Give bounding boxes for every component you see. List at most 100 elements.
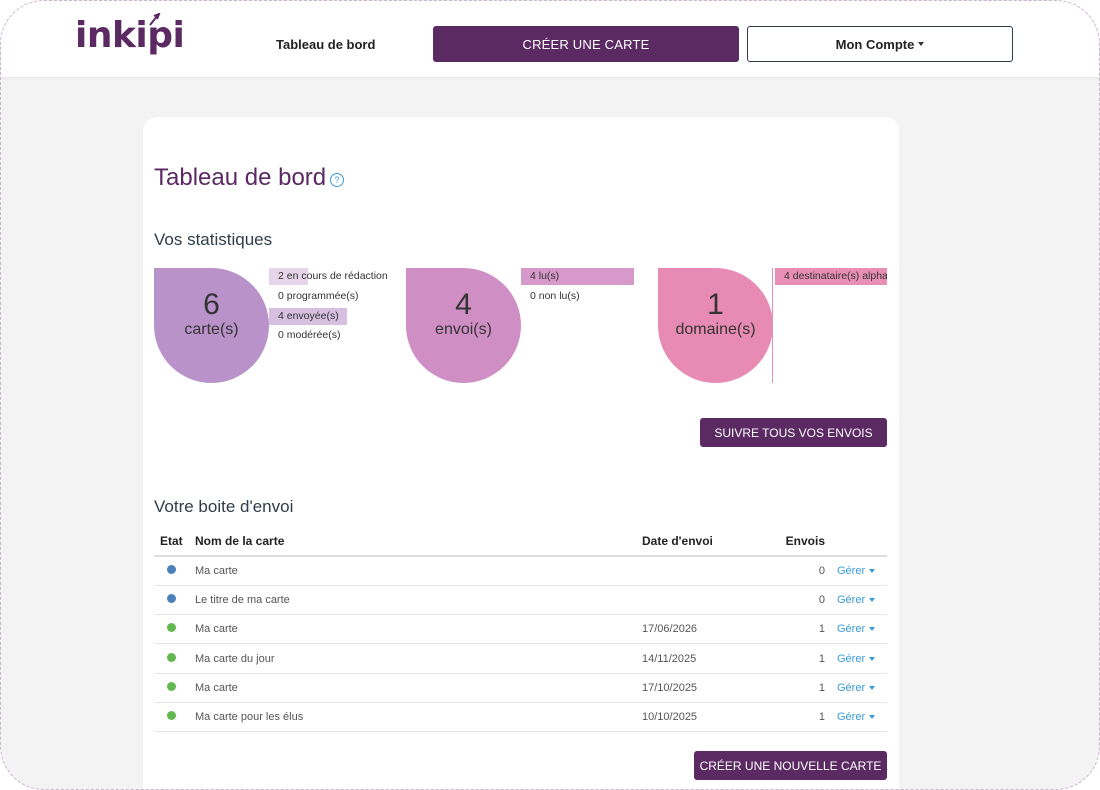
- state-cell: [154, 643, 189, 674]
- stat-domains-divider: [772, 268, 773, 383]
- page-title: Tableau de bord: [154, 164, 327, 191]
- legend-bar: [775, 268, 887, 285]
- top-navbar: inkipi Tableau de bord CRÉER UNE CARTE M…: [1, 1, 1099, 77]
- sends-count-cell: 0: [756, 585, 831, 616]
- card-name-cell[interactable]: Ma carte: [189, 614, 636, 645]
- send-date-cell: 17/10/2025: [636, 673, 756, 703]
- actions-cell: Gérer: [831, 702, 887, 733]
- chevron-down-icon: [869, 656, 876, 661]
- status-dot-icon: [167, 681, 176, 691]
- table-row[interactable]: Ma carte du jour 14/11/2025 1 Gérer: [154, 643, 887, 674]
- table-row[interactable]: Le titre de ma carte 0 Gérer: [154, 585, 887, 616]
- legend-moderated: 0 modérée(s): [278, 329, 341, 341]
- column-header-sends: Envois: [756, 526, 831, 557]
- manage-label: Gérer: [837, 652, 866, 665]
- legend-bar: [269, 308, 347, 325]
- state-cell: [154, 614, 189, 645]
- chevron-down-icon: [918, 42, 925, 46]
- account-menu-button[interactable]: Mon Compte: [747, 26, 1013, 62]
- send-date-cell: [636, 556, 756, 586]
- sends-count-cell: 1: [756, 702, 831, 733]
- state-cell: [154, 673, 189, 703]
- nav-dashboard-link[interactable]: Tableau de bord: [276, 37, 376, 52]
- stat-cards-number: 6: [203, 288, 220, 321]
- account-menu-label: Mon Compte: [835, 36, 915, 52]
- manage-dropdown[interactable]: Gérer: [837, 564, 876, 577]
- follow-all-sends-button[interactable]: SUIVRE TOUS VOS ENVOIS: [700, 418, 887, 447]
- manage-dropdown[interactable]: Gérer: [837, 711, 876, 724]
- manage-label: Gérer: [837, 623, 866, 636]
- stat-domains-number: 1: [707, 288, 724, 321]
- table-row[interactable]: Ma carte 17/10/2025 1 Gérer: [154, 673, 887, 703]
- legend-read: 4 lu(s): [521, 268, 634, 285]
- create-new-card-button[interactable]: CRÉER UNE NOUVELLE CARTE: [694, 751, 887, 780]
- actions-cell: Gérer: [831, 556, 887, 586]
- legend-bar: [521, 268, 634, 285]
- status-dot-icon: [167, 593, 176, 603]
- column-header-state: Etat: [154, 526, 189, 557]
- send-date-cell: 10/10/2025: [636, 702, 756, 733]
- column-header-actions: [831, 526, 887, 557]
- card-name-cell[interactable]: Ma carte: [189, 673, 636, 703]
- chevron-down-icon: [869, 685, 876, 690]
- sends-count-cell: 1: [756, 614, 831, 645]
- card-name-cell[interactable]: Ma carte: [189, 556, 636, 586]
- sends-count-cell: 0: [756, 556, 831, 586]
- logo-accent-icon: [149, 13, 161, 26]
- actions-cell: Gérer: [831, 673, 887, 703]
- manage-label: Gérer: [837, 564, 866, 577]
- outbox-table: Etat Nom de la carte Date d'envoi Envois…: [154, 526, 887, 733]
- table-row[interactable]: Ma carte pour les élus 10/10/2025 1 Gérer: [154, 702, 887, 733]
- outbox-title: Votre boite d'envoi: [154, 497, 294, 516]
- send-date-cell: [636, 585, 756, 616]
- legend-sent: 4 envoyée(s): [269, 308, 347, 325]
- status-dot-icon: [167, 564, 176, 574]
- manage-dropdown[interactable]: Gérer: [837, 593, 876, 606]
- chevron-down-icon: [869, 598, 876, 603]
- manage-dropdown[interactable]: Gérer: [837, 652, 876, 665]
- legend-recipients: 4 destinataire(s) alphan: [775, 268, 887, 285]
- table-row[interactable]: Ma carte 0 Gérer: [154, 556, 887, 586]
- card-name-cell[interactable]: Ma carte du jour: [189, 643, 636, 674]
- dashboard-card: Tableau de bord ? Vos statistiques 6 car…: [143, 117, 899, 789]
- actions-cell: Gérer: [831, 585, 887, 616]
- column-header-date: Date d'envoi: [636, 526, 756, 557]
- legend-scheduled: 0 programmée(s): [278, 290, 359, 302]
- help-icon[interactable]: ?: [330, 173, 344, 187]
- legend-unread: 0 non lu(s): [530, 290, 580, 302]
- actions-cell: Gérer: [831, 643, 887, 674]
- create-card-button[interactable]: CRÉER UNE CARTE: [433, 26, 739, 62]
- card-name-cell[interactable]: Ma carte pour les élus: [189, 702, 636, 733]
- send-date-cell: 17/06/2026: [636, 614, 756, 645]
- chevron-down-icon: [869, 627, 876, 632]
- chevron-down-icon: [869, 568, 876, 573]
- status-dot-icon: [167, 711, 176, 721]
- stat-sends-circle: 4 envoi(s): [406, 268, 521, 383]
- stat-domains-unit: domaine(s): [675, 321, 756, 338]
- legend-drafting: 2 en cours de rédaction: [269, 268, 388, 285]
- stat-domains-circle: 1 domaine(s): [658, 268, 773, 383]
- stat-cards-circle: 6 carte(s): [154, 268, 269, 383]
- stat-sends-unit: envoi(s): [435, 321, 492, 338]
- sends-count-cell: 1: [756, 673, 831, 703]
- actions-cell: Gérer: [831, 614, 887, 645]
- manage-label: Gérer: [837, 681, 866, 694]
- chevron-down-icon: [869, 715, 876, 720]
- table-row[interactable]: Ma carte 17/06/2026 1 Gérer: [154, 614, 887, 645]
- inkipi-logo[interactable]: inkipi: [75, 15, 185, 56]
- manage-dropdown[interactable]: Gérer: [837, 623, 876, 636]
- table-header-row: Etat Nom de la carte Date d'envoi Envois: [154, 526, 887, 557]
- state-cell: [154, 702, 189, 733]
- sends-count-cell: 1: [756, 643, 831, 674]
- stat-sends-number: 4: [455, 288, 472, 321]
- stat-cards-unit: carte(s): [184, 321, 239, 338]
- state-cell: [154, 585, 189, 616]
- manage-label: Gérer: [837, 593, 866, 606]
- statistics-title: Vos statistiques: [154, 230, 273, 249]
- send-date-cell: 14/11/2025: [636, 643, 756, 674]
- manage-label: Gérer: [837, 711, 866, 724]
- manage-dropdown[interactable]: Gérer: [837, 681, 876, 694]
- column-header-name: Nom de la carte: [189, 526, 636, 557]
- card-name-cell[interactable]: Le titre de ma carte: [189, 585, 636, 616]
